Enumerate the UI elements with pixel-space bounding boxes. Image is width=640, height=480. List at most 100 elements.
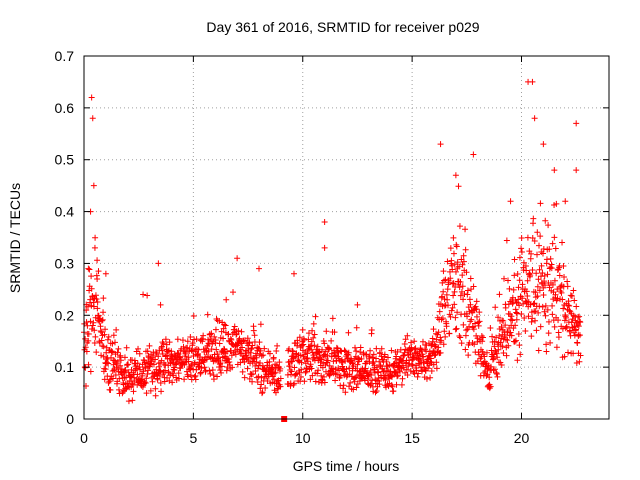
data-point xyxy=(551,234,558,241)
data-point xyxy=(134,371,141,378)
data-point xyxy=(241,374,248,381)
data-point xyxy=(560,305,567,312)
data-point xyxy=(505,342,512,349)
data-point xyxy=(213,346,220,353)
data-point xyxy=(270,376,277,383)
data-point xyxy=(248,345,255,352)
data-point xyxy=(197,370,204,377)
data-point xyxy=(187,334,194,341)
data-point xyxy=(252,368,259,375)
data-point xyxy=(218,363,225,370)
data-point xyxy=(251,332,258,339)
data-point xyxy=(515,284,522,291)
data-point xyxy=(494,373,501,380)
data-point xyxy=(144,292,151,299)
data-point xyxy=(113,326,120,333)
data-point xyxy=(564,278,571,285)
data-point xyxy=(502,322,509,329)
data-point xyxy=(531,300,538,307)
data-point xyxy=(367,347,374,354)
data-point xyxy=(554,266,561,273)
data-point xyxy=(340,382,347,389)
data-point xyxy=(97,327,104,334)
data-point xyxy=(452,314,459,321)
data-point xyxy=(354,301,361,308)
data-point xyxy=(523,288,530,295)
data-point xyxy=(549,240,556,247)
y-tick-label: 0.6 xyxy=(55,100,75,116)
data-point xyxy=(326,372,333,379)
data-point xyxy=(345,349,352,356)
data-point xyxy=(423,375,430,382)
data-point xyxy=(362,365,369,372)
data-point xyxy=(540,291,547,298)
data-point xyxy=(173,374,180,381)
data-point xyxy=(493,334,500,341)
data-point xyxy=(565,298,572,305)
data-point xyxy=(504,328,511,335)
data-point xyxy=(453,243,460,250)
data-point xyxy=(411,338,418,345)
data-point xyxy=(439,315,446,322)
x-tick-label: 0 xyxy=(80,430,88,446)
data-point xyxy=(187,365,194,372)
data-point xyxy=(257,321,264,328)
data-point xyxy=(304,358,311,365)
chart-title: Day 361 of 2016, SRMTID for receiver p02… xyxy=(206,19,479,35)
data-point xyxy=(226,359,233,366)
data-point xyxy=(492,304,499,311)
data-point xyxy=(425,365,432,372)
data-point xyxy=(89,322,96,329)
data-point xyxy=(310,320,317,327)
data-point xyxy=(551,167,558,174)
data-point xyxy=(491,338,498,345)
data-point xyxy=(289,358,296,365)
data-point xyxy=(552,291,559,298)
x-axis-label: GPS time / hours xyxy=(293,458,400,474)
data-point xyxy=(427,358,434,365)
data-point xyxy=(474,358,481,365)
data-point xyxy=(562,198,569,205)
data-point xyxy=(119,388,126,395)
data-point xyxy=(393,381,400,388)
data-point xyxy=(94,257,101,264)
data-point xyxy=(553,200,560,207)
data-point xyxy=(292,371,299,378)
data-point xyxy=(319,346,326,353)
data-point xyxy=(272,389,279,396)
data-point xyxy=(83,348,90,355)
data-point xyxy=(268,364,275,371)
y-axis-label: SRMTID / TECUs xyxy=(7,183,23,293)
data-point xyxy=(388,373,395,380)
data-point xyxy=(214,373,221,380)
data-point xyxy=(266,358,273,365)
data-point xyxy=(204,336,211,343)
data-point xyxy=(544,271,551,278)
data-point xyxy=(568,319,575,326)
data-point xyxy=(171,367,178,374)
data-point xyxy=(495,314,502,321)
data-point xyxy=(353,324,360,331)
data-point xyxy=(326,345,333,352)
data-point xyxy=(386,362,393,369)
data-point xyxy=(308,338,315,345)
data-point xyxy=(174,349,181,356)
data-point xyxy=(91,339,98,346)
data-point xyxy=(274,342,281,349)
data-point xyxy=(415,370,422,377)
data-point xyxy=(193,336,200,343)
data-point xyxy=(516,277,523,284)
data-point xyxy=(175,375,182,382)
data-point xyxy=(191,373,198,380)
data-point xyxy=(214,350,221,357)
data-point xyxy=(450,280,457,287)
data-point xyxy=(383,358,390,365)
data-point xyxy=(154,376,161,383)
data-point xyxy=(428,342,435,349)
data-point xyxy=(312,378,319,385)
data-point xyxy=(307,361,314,368)
data-point xyxy=(221,321,228,328)
data-point xyxy=(257,359,264,366)
x-tick-label: 10 xyxy=(295,430,311,446)
